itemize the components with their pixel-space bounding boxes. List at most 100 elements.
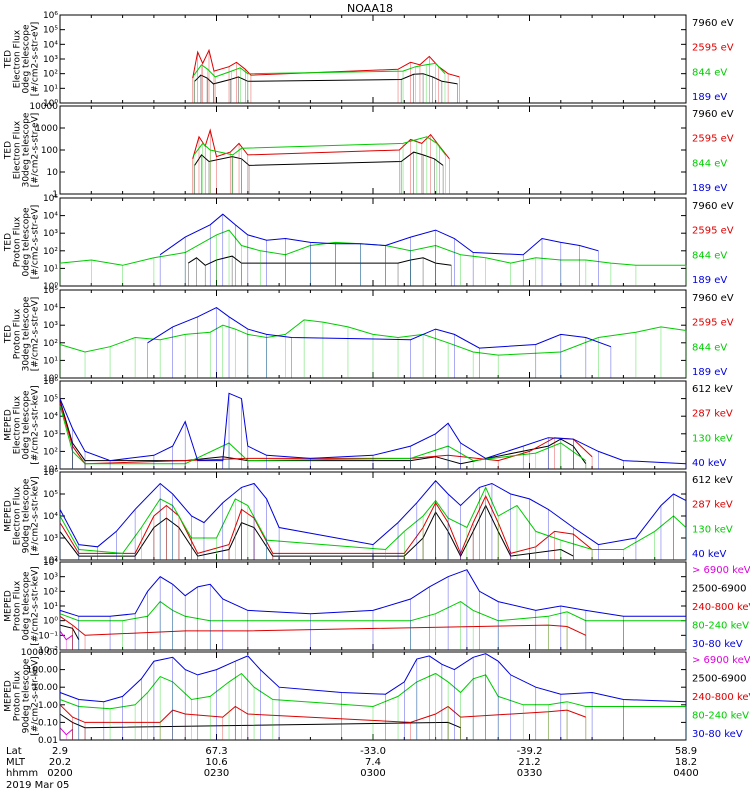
legend-entry: 40 keV xyxy=(692,458,726,469)
y-tick-label: 10³ xyxy=(43,55,58,65)
legend-entry: 189 eV xyxy=(692,367,727,378)
series-line xyxy=(60,393,686,463)
panel-frame xyxy=(60,15,686,103)
series-blue xyxy=(148,308,611,378)
y-tick-label: 10² xyxy=(43,587,58,597)
y-tick-label: 100 xyxy=(41,146,58,156)
series-line xyxy=(195,74,458,84)
y-tick-label: 10³ xyxy=(43,534,58,544)
x-tick-lat: 67.3 xyxy=(205,746,227,757)
x-tick-lat: -33.0 xyxy=(360,746,386,757)
x-tick-mlt: 18.2 xyxy=(675,757,697,768)
y-tick-label: 10⁶ xyxy=(43,11,58,21)
x-axis-labels: Lat MLT hhmm 2019 Mar 05 2.920.2020067.3… xyxy=(6,746,699,791)
x-tick-mlt: 7.4 xyxy=(365,757,381,768)
legend-entry: 80-240 keV xyxy=(692,711,749,722)
y-axis-label: TEDProton Flux30deg telescope[#/cm2-s-st… xyxy=(4,296,41,371)
y-tick-label: 10⁻¹ xyxy=(38,631,58,641)
legend-entry: 844 eV xyxy=(692,250,727,261)
y-axis-label: MEPEDElectron Flux0deg telescope[#/cm2-s… xyxy=(4,385,41,464)
y-axis-label-line: [#/cm2-s-str-eV] xyxy=(31,22,41,97)
legend-entry: 80-240 keV xyxy=(692,621,749,632)
legend-entry: 612 keV xyxy=(692,384,733,395)
series-red xyxy=(60,496,592,560)
series-black xyxy=(195,74,458,103)
series-green xyxy=(194,137,446,194)
series-line xyxy=(60,406,586,464)
series-blue xyxy=(160,214,598,286)
legend-entry: 130 keV xyxy=(692,524,733,535)
y-axis-label: TEDElectron Flux0deg telescope[#/cm2-s-s… xyxy=(4,22,41,97)
x-tick-mlt: 21.2 xyxy=(518,757,540,768)
series-line xyxy=(160,214,598,255)
series-line xyxy=(60,506,573,557)
x-row-label-hhmm: hhmm xyxy=(6,768,38,779)
y-tick-label: 10⁴ xyxy=(43,558,58,568)
y-tick-label: 10000 xyxy=(29,102,58,112)
y-axis-label-line: [#/cm2-s-str-keV] xyxy=(31,656,41,735)
y-tick-label: 10² xyxy=(43,447,58,457)
figure-title: NOAA18 xyxy=(347,2,393,15)
x-tick-mlt: 20.2 xyxy=(49,757,71,768)
y-tick-label: 10¹ xyxy=(43,356,58,366)
series-magenta xyxy=(60,728,73,740)
y-tick-label: 10² xyxy=(43,70,58,80)
legend-entry: 189 eV xyxy=(692,275,727,286)
legend-entry: 844 eV xyxy=(692,67,727,78)
x-tick-mlt: 10.6 xyxy=(205,757,227,768)
legend-entry: 7960 eV xyxy=(692,109,734,120)
series-green xyxy=(60,406,586,469)
y-axis-label-line: [#/cm2-s-str-keV] xyxy=(31,385,41,464)
x-tick-hhmm: 0200 xyxy=(47,768,72,779)
y-tick-label: 10⁴ xyxy=(43,512,58,522)
y-tick-label: 10³ xyxy=(43,573,58,583)
x-row-label-mlt: MLT xyxy=(6,757,26,768)
series-red xyxy=(193,130,450,194)
y-tick-label: 10⁴ xyxy=(43,412,58,422)
legend-entry: 844 eV xyxy=(692,158,727,169)
legend-entry: 2595 eV xyxy=(692,134,734,145)
x-tick-lat: 2.9 xyxy=(52,746,68,757)
y-tick-label: 10¹ xyxy=(43,264,58,274)
series-red xyxy=(193,50,460,103)
series-black xyxy=(195,152,444,194)
legend-entry: > 6900 keV xyxy=(692,565,750,576)
y-tick-label: 0.01 xyxy=(38,736,58,746)
series-line xyxy=(60,728,73,735)
date-label: 2019 Mar 05 xyxy=(6,780,69,791)
x-tick-hhmm: 0400 xyxy=(673,768,698,779)
y-axis-label-line: [#/cm2-s-str-keV] xyxy=(31,476,41,555)
y-tick-label: 10⁵ xyxy=(43,194,58,204)
series-line xyxy=(188,256,451,265)
y-tick-label: 10⁴ xyxy=(43,304,58,314)
x-tick-hhmm: 0300 xyxy=(360,768,385,779)
legend-entry: 40 keV xyxy=(692,549,726,560)
y-tick-label: 10⁶ xyxy=(43,377,58,387)
y-tick-label: 10¹ xyxy=(43,84,58,94)
legend-entry: 2500-6900 xyxy=(692,674,747,685)
x-tick-hhmm: 0330 xyxy=(517,768,542,779)
y-tick-label: 10³ xyxy=(43,321,58,331)
series-red xyxy=(60,705,586,740)
x-tick-hhmm: 0230 xyxy=(204,768,229,779)
legend-entry: 30-80 keV xyxy=(692,639,743,650)
y-axis-label-line: [#/cm2-s-str-keV] xyxy=(31,566,41,645)
y-tick-label: 10³ xyxy=(43,229,58,239)
legend-entry: 189 eV xyxy=(692,183,727,194)
legend-entry: 240-800 keV xyxy=(692,692,750,703)
y-axis-label-line: [#/cm2-s-str-eV] xyxy=(31,113,41,188)
y-axis-label-line: [#/cm2-s-str-eV] xyxy=(31,205,41,280)
legend-entry: 612 keV xyxy=(692,475,733,486)
series-red xyxy=(60,616,586,650)
legend-entry: 240-800 keV xyxy=(692,602,750,613)
x-tick-lat: 58.9 xyxy=(675,746,697,757)
legend-entry: 30-80 keV xyxy=(692,729,743,740)
legend-entry: 7960 eV xyxy=(692,293,734,304)
y-tick-label: 10⁵ xyxy=(43,26,58,36)
y-axis-label-line: [#/cm2-s-str-eV] xyxy=(31,297,41,372)
